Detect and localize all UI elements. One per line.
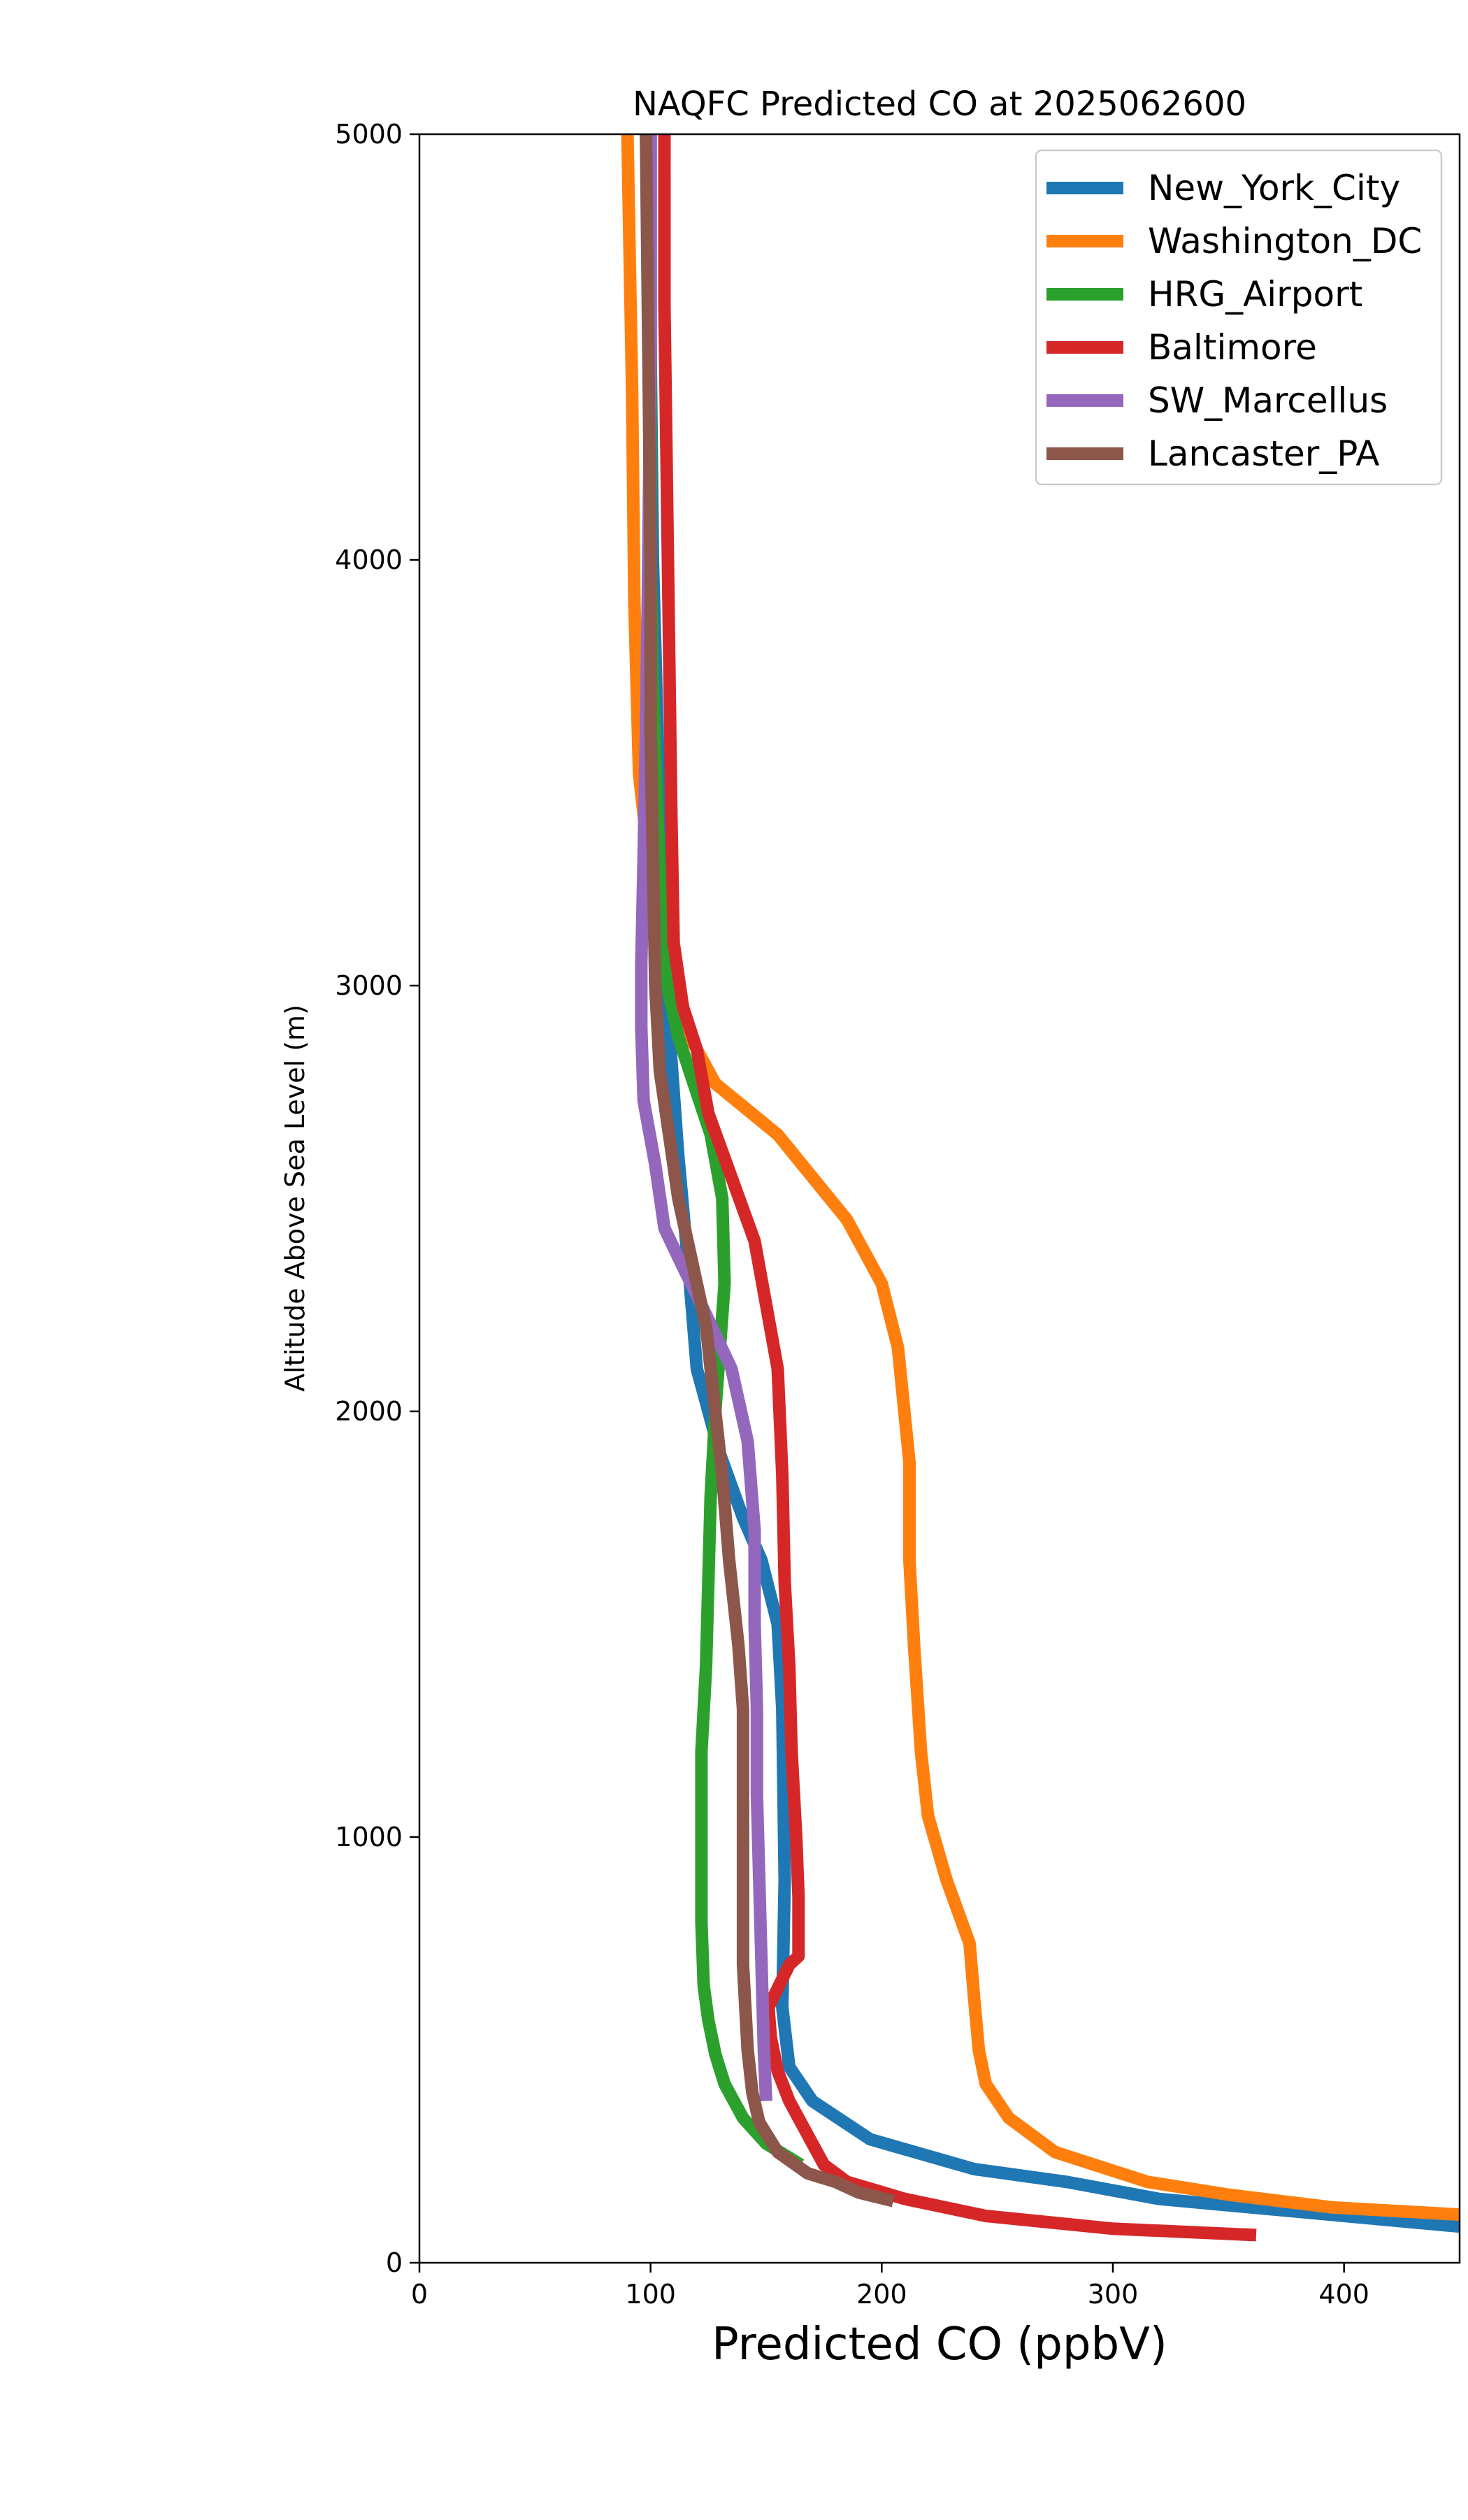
y-tick-label: 5000 [335, 119, 403, 150]
y-tick-label: 1000 [335, 1822, 403, 1852]
x-tick-label: 200 [856, 2279, 907, 2310]
x-tick-label: 300 [1088, 2279, 1139, 2310]
plot-frame [418, 133, 1461, 2264]
x-tick-label: 100 [625, 2279, 676, 2310]
y-tick-label: 2000 [335, 1396, 403, 1427]
y-tick-label: 3000 [335, 970, 403, 1001]
x-tick-label: 400 [1318, 2279, 1369, 2310]
y-axis-title: Altitude Above Sea Level (m) [280, 1005, 310, 1392]
x-axis: 0 100 200 300 400 [411, 2263, 1369, 2310]
series-layer [621, 134, 1460, 2242]
series-line-baltimore [658, 134, 1257, 2242]
legend: New_York_City Washington_DC HRG_Airport Bal… [1035, 149, 1443, 486]
legend-label-washington-dc: Washington_DC [1148, 221, 1422, 261]
legend-label-hrg-airport: HRG_Airport [1148, 274, 1362, 315]
legend-label-sw-marcellus: SW_Marcellus [1148, 380, 1388, 421]
legend-label-lancaster-pa: Lancaster_PA [1148, 433, 1379, 474]
x-tick-label: 0 [411, 2279, 428, 2310]
x-axis-title: Predicted CO (ppbV) [712, 2319, 1167, 2370]
y-tick-label: 0 [386, 2247, 403, 2278]
legend-label-new-york-city: New_York_City [1148, 168, 1400, 208]
legend-box [1035, 149, 1443, 486]
series-line-lancaster-pa [640, 134, 895, 2208]
chart-title: NAQFC Predicted CO at 2025062600 [633, 85, 1246, 124]
legend-label-baltimore: Baltimore [1148, 327, 1317, 368]
y-tick-label: 4000 [335, 545, 403, 575]
y-axis: 0 1000 2000 3000 4000 5000 [335, 119, 419, 2278]
